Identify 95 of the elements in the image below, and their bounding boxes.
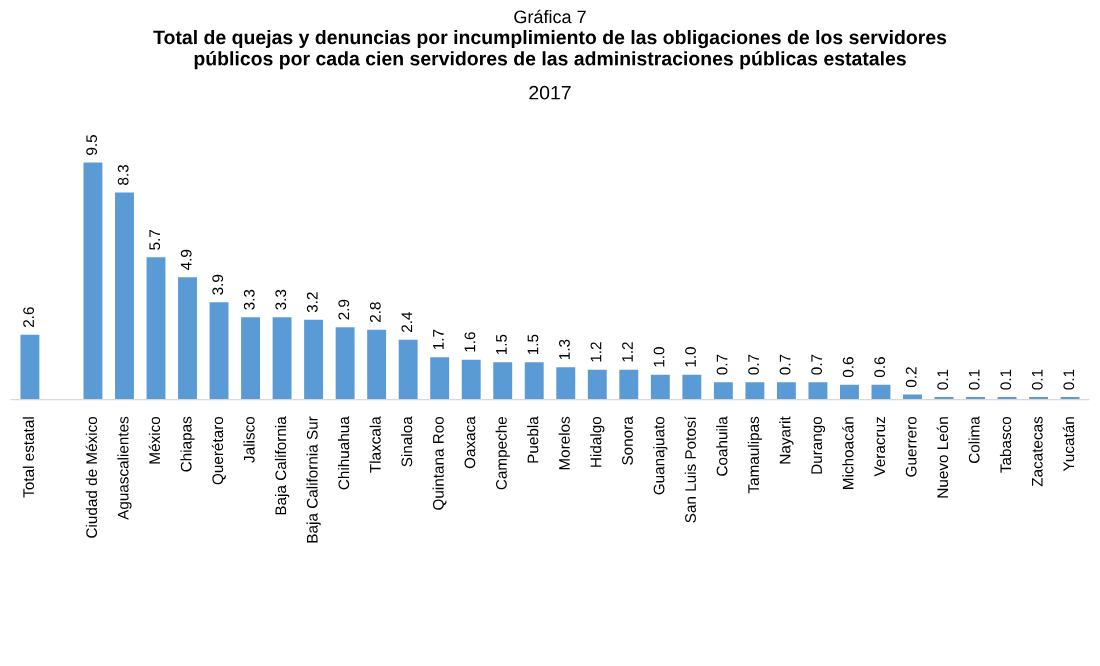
data-label: 0.2 [905, 367, 917, 388]
data-label: 2.9 [338, 299, 350, 320]
data-label: 0.6 [842, 357, 854, 378]
x-tick-label: Morelos [558, 416, 570, 470]
data-label: 3.2 [306, 292, 318, 313]
bar [430, 357, 450, 400]
bar [335, 327, 355, 400]
x-tick-label: Campeche [495, 416, 510, 490]
data-label: 0.7 [748, 354, 759, 375]
x-tick-label: Puebla [527, 416, 539, 463]
x-tick-label: Aguascalientes [117, 416, 132, 520]
data-label: 0.1 [937, 369, 949, 390]
x-tick-label: Quintana Roo [432, 416, 447, 510]
data-label: 4.9 [180, 249, 192, 271]
x-tick-label: Tabasco [999, 416, 1012, 473]
bar [241, 317, 261, 400]
x-tick-label: Veracruz [874, 417, 886, 477]
x-tick-label: San Luis Potosí [684, 416, 696, 523]
x-tick-label: Nuevo León [936, 417, 949, 498]
bar [398, 339, 418, 400]
x-tick-label: Durango [811, 416, 826, 474]
bar [493, 362, 513, 400]
bar [524, 362, 544, 400]
x-tick-label: Chiapas [180, 416, 195, 472]
data-label: 2.4 [401, 311, 413, 332]
x-tick-label: Sinaloa [401, 416, 413, 467]
bar [20, 334, 40, 400]
bar [808, 382, 828, 400]
x-tick-label: Baja California Sur [306, 416, 321, 543]
data-label: 3.9 [212, 274, 224, 295]
bar [178, 277, 197, 400]
data-label: 1.3 [559, 339, 570, 360]
bar [713, 382, 733, 400]
x-tick-label: Colima [968, 416, 980, 464]
bar [367, 329, 387, 400]
chart-subtitle: 2017 [529, 85, 571, 100]
data-label: 5.7 [149, 229, 161, 250]
data-label: 8.3 [117, 164, 129, 185]
bar [83, 162, 103, 400]
data-label: 0.7 [716, 354, 728, 375]
data-label: 1.0 [653, 347, 665, 367]
chart-title: Total de quejas y denuncias por incumplimiento de las obligaciones de los servidores públicos por cada cien servidores de las administraciones públicas estatales [153, 29, 947, 70]
x-tick-label: México [148, 416, 161, 464]
data-label: 0.7 [779, 354, 791, 375]
x-tick-label: Sonora [622, 416, 633, 465]
bar [209, 302, 229, 400]
bar [619, 369, 639, 400]
data-label: 3.3 [243, 289, 255, 310]
data-label: 2.8 [369, 302, 381, 323]
x-tick-label: Coahuila [716, 416, 728, 476]
data-label: 2.6 [23, 307, 35, 328]
bar [839, 384, 859, 400]
data-label: 1.2 [590, 342, 602, 362]
x-tick-label: Tamaulipas [747, 416, 762, 494]
data-label: 3.3 [275, 289, 287, 310]
x-tick-label: Ciudad de México [85, 416, 98, 538]
data-label: 1.0 [685, 347, 696, 367]
bar [556, 367, 576, 400]
x-tick-label: Michoacán [842, 417, 854, 489]
data-label: 0.7 [811, 354, 823, 375]
x-tick-label: Jalisco [243, 416, 255, 463]
bar [272, 317, 292, 400]
bar [146, 257, 166, 400]
bar [682, 374, 702, 400]
data-label: 1.5 [496, 334, 507, 355]
x-tick-label: Chihuahua [338, 416, 350, 490]
data-label: 1.2 [622, 342, 633, 362]
data-label: 0.1 [1063, 369, 1075, 390]
bar [304, 319, 324, 400]
data-label: 1.5 [527, 334, 539, 355]
x-tick-label: Yucatán [1062, 417, 1075, 472]
bar [587, 369, 607, 400]
x-tick-label: Total estatal [22, 417, 35, 498]
bar [461, 359, 481, 400]
data-label: 1.7 [433, 329, 444, 350]
x-tick-label: Guanajuato [653, 416, 668, 495]
x-tick-label: Querétaro [211, 416, 226, 485]
data-label: 0.1 [968, 369, 980, 390]
bar [650, 374, 670, 400]
x-tick-label: Hidalgo [590, 416, 605, 467]
data-label: 0.6 [874, 357, 886, 378]
x-tick-label: Guerrero [905, 416, 917, 477]
x-tick-label: Nayarit [779, 416, 794, 464]
x-tick-label: Baja California [274, 416, 290, 515]
data-label: 0.1 [1031, 369, 1043, 390]
bar [776, 382, 796, 400]
data-label: 9.5 [86, 135, 98, 155]
x-tick-label: Oaxaca [464, 416, 476, 469]
x-tick-label: Tlaxcala [369, 416, 381, 473]
data-label: 1.6 [464, 332, 476, 352]
data-label: 0.1 [1000, 369, 1012, 390]
x-tick-label: Zacatecas [1032, 416, 1043, 487]
bar [115, 192, 134, 400]
bar [745, 382, 765, 400]
text: Gráfica 7 [514, 9, 586, 24]
